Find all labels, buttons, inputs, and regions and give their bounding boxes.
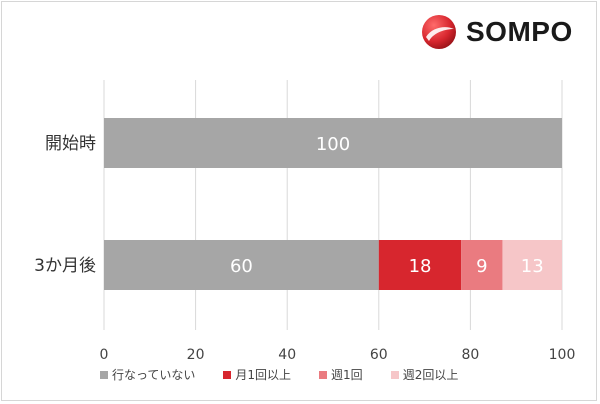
x-tick-label-80: 80 [461, 347, 479, 363]
bar-1-0 [104, 240, 379, 290]
legend-label-2: 週1回 [331, 368, 363, 382]
chart-legend: 行なっていない 月1回以上 週1回 週2回以上 [100, 366, 550, 383]
data-label-0-0: 100 [316, 134, 350, 155]
category-label-0: 開始時 [45, 134, 96, 154]
category-label-1: 3か月後 [34, 256, 96, 276]
x-tick-label-100: 100 [549, 347, 576, 363]
bar-0-0 [104, 118, 562, 168]
bar-1-3 [502, 240, 562, 290]
bar-1-2 [461, 240, 503, 290]
legend-label-3: 週2回以上 [402, 368, 459, 382]
legend-label-1: 月1回以上 [235, 368, 292, 382]
x-tick-label-40: 40 [278, 347, 296, 363]
legend-swatch-3 [390, 370, 399, 379]
legend-item-2: 週1回 [319, 366, 363, 383]
data-label-1-0: 60 [230, 256, 253, 277]
legend-swatch-1 [223, 370, 232, 379]
data-label-1-1: 18 [409, 256, 432, 277]
sompo-logo: SOMPO [420, 10, 573, 54]
legend-item-1: 月1回以上 [223, 366, 291, 383]
legend-item-3: 週2回以上 [390, 366, 459, 383]
legend-swatch-2 [319, 370, 328, 379]
legend-swatch-0 [100, 370, 108, 379]
logo-text: SOMPO [466, 16, 573, 47]
x-tick-label-60: 60 [370, 347, 388, 363]
data-label-1-3: 13 [521, 256, 544, 277]
legend-label-0: 行なっていない [112, 368, 196, 382]
bar-1-1 [378, 240, 462, 290]
legend-item-0: 行なっていない [100, 366, 195, 383]
x-tick-label-20: 20 [187, 347, 205, 363]
sompo-logo-icon [422, 15, 456, 49]
x-tick-label-0: 0 [100, 347, 109, 363]
data-label-1-2: 9 [476, 256, 487, 277]
